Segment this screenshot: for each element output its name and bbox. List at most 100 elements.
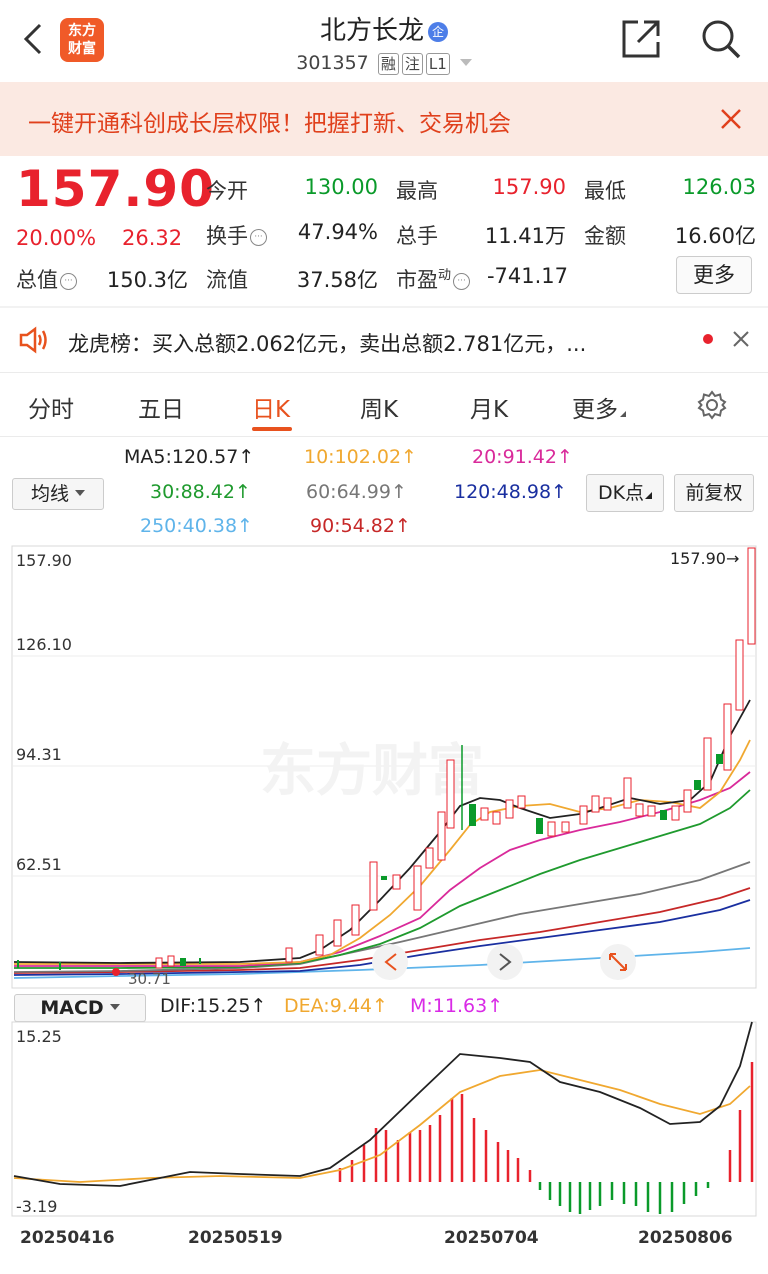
scroll-right-button	[487, 944, 523, 980]
ma120-line	[13, 899, 751, 976]
macd-chart: 15.25 -3.19	[11, 1021, 757, 1217]
open-value: 130.00	[304, 175, 378, 199]
divider	[0, 436, 768, 437]
tab-daily-k[interactable]: 日K	[252, 397, 291, 423]
active-tab-indicator	[252, 427, 292, 431]
ma5-value: MA5:120.57↑	[124, 446, 255, 468]
adjust-mode-button[interactable]: 前复权	[674, 474, 754, 512]
speaker-icon	[19, 326, 47, 354]
macd-select[interactable]: MACD	[14, 994, 146, 1022]
stock-code-line: 301357 融注 L1	[0, 52, 768, 75]
close-icon[interactable]	[732, 330, 750, 348]
macd-negative-bars	[538, 1182, 710, 1214]
dif-line	[13, 1021, 753, 1187]
divider	[0, 306, 768, 308]
change-amount: 26.32	[122, 226, 183, 250]
tag-margin: 融	[377, 53, 399, 75]
promo-text: 一键开通科创成长层权限！把握打新、交易机会	[28, 111, 511, 137]
low-price-label: 30.71	[128, 970, 171, 988]
dk-point-button[interactable]: DK点	[586, 474, 664, 512]
macd-m: M:11.63↑	[410, 995, 504, 1017]
promo-banner[interactable]: 一键开通科创成长层权限！把握打新、交易机会	[0, 82, 768, 156]
low-marker	[112, 968, 120, 976]
ma90-value: 90:54.82↑	[310, 515, 411, 537]
pe-label: 市盈动 ···	[396, 264, 471, 294]
info-icon: ···	[453, 273, 471, 290]
scroll-left-button	[372, 944, 408, 980]
more-quote-button[interactable]: 更多	[676, 256, 752, 294]
y-label-3: 94.31	[16, 745, 62, 764]
amount-value: 16.60亿	[674, 224, 756, 248]
float-label: 流值	[206, 268, 248, 292]
stock-title: 北方长龙企	[0, 10, 768, 47]
header: 东方 财富 北方长龙企 301357 融注 L1	[0, 0, 768, 82]
macd-dif: DIF:15.25↑	[160, 995, 267, 1017]
ma10-value: 10:102.02↑	[304, 446, 417, 468]
stock-code: 301357	[296, 52, 369, 74]
macd-y-bottom: -3.19	[16, 1197, 57, 1216]
change-percent: 20.00%	[16, 226, 97, 250]
ma30-line	[14, 789, 751, 969]
settings-gear-icon[interactable]	[697, 390, 727, 420]
tag-registration: 注	[401, 53, 423, 75]
unread-dot	[703, 334, 713, 344]
tab-intraday[interactable]: 分时	[28, 397, 74, 423]
y-label-4: 62.51	[16, 855, 62, 874]
tab-five-day[interactable]: 五日	[138, 397, 184, 423]
high-value: 157.90	[492, 175, 566, 199]
ma30-value: 30:88.42↑	[150, 481, 251, 503]
amount-label: 金额	[584, 224, 626, 248]
high-label: 最高	[396, 179, 438, 203]
tab-monthly-k[interactable]: 月K	[470, 397, 509, 423]
ma250-value: 250:40.38↑	[140, 515, 253, 537]
float-value: 37.58亿	[296, 268, 378, 292]
ma60-line	[13, 861, 751, 973]
current-price: 157.90	[16, 160, 215, 218]
open-label: 今开	[206, 179, 248, 203]
pe-value: -741.17	[486, 264, 568, 288]
y-label-top: 157.90	[16, 551, 72, 570]
last-price-tag: 157.90→	[670, 549, 739, 568]
back-arrow-icon[interactable]	[22, 22, 44, 56]
stock-name: 北方长龙	[319, 16, 424, 46]
ma60-value: 60:64.99↑	[306, 481, 407, 503]
ma20-value: 20:91.42↑	[472, 446, 573, 468]
tab-more[interactable]: 更多	[572, 390, 626, 424]
macd-y-top: 15.25	[16, 1027, 62, 1046]
info-icon: ···	[250, 229, 267, 246]
lhb-news[interactable]: 龙虎榜：买入总额2.062亿元，卖出总额2.781亿元，...	[68, 332, 587, 356]
app-logo: 东方 财富	[60, 18, 104, 62]
ma90-line	[13, 887, 751, 974]
x-label-3: 20250704	[444, 1228, 539, 1248]
macd-positive-bars	[338, 1062, 754, 1182]
ma5-line	[13, 699, 751, 964]
chart-frame	[11, 545, 757, 989]
kline-chart[interactable]: 东方财富	[0, 540, 768, 992]
turnover-label: 换手 ···	[206, 220, 267, 250]
search-icon[interactable]	[700, 18, 742, 60]
mktcap-label: 总值 ···	[16, 264, 77, 294]
mktcap-value: 150.3亿	[106, 268, 188, 292]
macd-dea: DEA:9.44↑	[284, 995, 388, 1017]
x-label-4: 20250806	[638, 1228, 733, 1248]
low-label: 最低	[584, 179, 626, 203]
x-label-2: 20250519	[188, 1228, 283, 1248]
dea-line	[13, 1069, 751, 1183]
tag-level: L1	[425, 53, 450, 75]
enterprise-badge: 企	[428, 22, 448, 42]
ma120-value: 120:48.98↑	[454, 481, 567, 503]
low-value: 126.03	[682, 175, 756, 199]
ma250-line	[13, 947, 751, 979]
volume-label: 总手	[396, 224, 438, 248]
y-label-2: 126.10	[16, 635, 72, 654]
share-icon[interactable]	[620, 18, 662, 60]
close-icon[interactable]	[720, 108, 742, 130]
chevron-down-icon[interactable]	[459, 59, 472, 66]
candlesticks	[155, 547, 756, 969]
info-icon: ···	[60, 273, 77, 290]
turnover-value: 47.94%	[297, 220, 378, 244]
divider	[0, 372, 768, 373]
indicator-select[interactable]: 均线	[12, 478, 104, 510]
x-label-1: 20250416	[20, 1228, 115, 1248]
tab-weekly-k[interactable]: 周K	[360, 397, 399, 423]
